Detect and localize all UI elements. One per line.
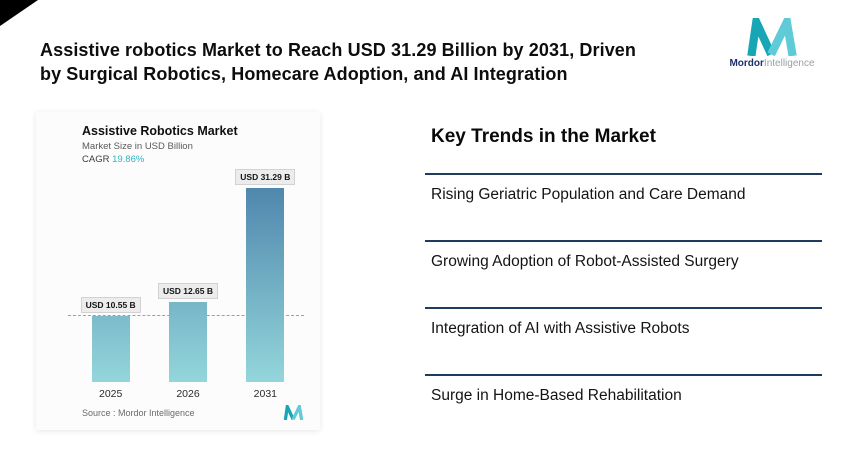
- trend-list: Rising Geriatric Population and Care Dem…: [425, 173, 822, 441]
- bar-group: USD 10.55 B 2025 USD 12.65 B 2026 USD 31.29 …: [72, 169, 304, 402]
- bar-value-label: USD 31.29 B: [235, 169, 296, 185]
- chart-footer: Source : Mordor Intelligence: [82, 405, 306, 420]
- trend-item: Surge in Home-Based Rehabilitation: [425, 374, 822, 441]
- bar-value-label: USD 12.65 B: [157, 283, 219, 299]
- bar-category-label: 2025: [98, 388, 123, 400]
- corner-decoration: [0, 0, 38, 26]
- bar-column: USD 12.65 B 2026: [149, 169, 226, 402]
- page-title-line1: Assistive robotics Market to Reach USD 3…: [40, 40, 637, 61]
- bar: [246, 188, 285, 383]
- key-trends-section: Key Trends in the Market Rising Geriatri…: [425, 126, 822, 441]
- page-title: Assistive robotics Market to Reach USD 3…: [40, 38, 720, 87]
- bar: [91, 316, 130, 382]
- brand-logo: MordorIntelligence: [720, 18, 824, 69]
- chart-subtitle: Market Size in USD Billion: [82, 141, 193, 152]
- trend-item: Rising Geriatric Population and Care Dem…: [425, 173, 822, 240]
- footer-logo-icon: [283, 405, 304, 420]
- source-note: Source : Mordor Intelligence: [82, 407, 195, 418]
- bar-category-label: 2026: [176, 388, 200, 400]
- cagr-label: CAGR: [82, 154, 110, 165]
- bar-value-label: USD 10.55 B: [80, 297, 141, 313]
- chart-cagr: CAGR 19.86%: [82, 154, 320, 165]
- page-title-line2: by Surgical Robotics, Homecare Adoption,…: [40, 64, 568, 85]
- brand-name-bold: Mordor: [729, 58, 764, 69]
- cagr-value: 19.86%: [112, 154, 145, 165]
- market-chart-card: Assistive Robotics Market Market Size in…: [36, 112, 320, 430]
- mordor-logo-icon: [747, 18, 797, 56]
- trend-item: Integration of AI with Assistive Robots: [425, 307, 822, 374]
- chart-title: Assistive Robotics Market: [82, 124, 238, 138]
- bar-category-label: 2031: [253, 388, 277, 401]
- trend-item: Growing Adoption of Robot-Assisted Surge…: [425, 240, 822, 307]
- bar-column: USD 10.55 B 2025: [72, 169, 149, 402]
- bar-chart: USD 10.55 B 2025 USD 12.65 B 2026 USD 31.29 …: [68, 169, 304, 402]
- bar-column: USD 31.29 B 2031: [227, 169, 304, 402]
- brand-name-light: Intelligence: [763, 58, 815, 69]
- trends-heading: Key Trends in the Market: [431, 126, 656, 147]
- brand-name: MordorIntelligence: [720, 58, 824, 69]
- bar: [168, 302, 207, 382]
